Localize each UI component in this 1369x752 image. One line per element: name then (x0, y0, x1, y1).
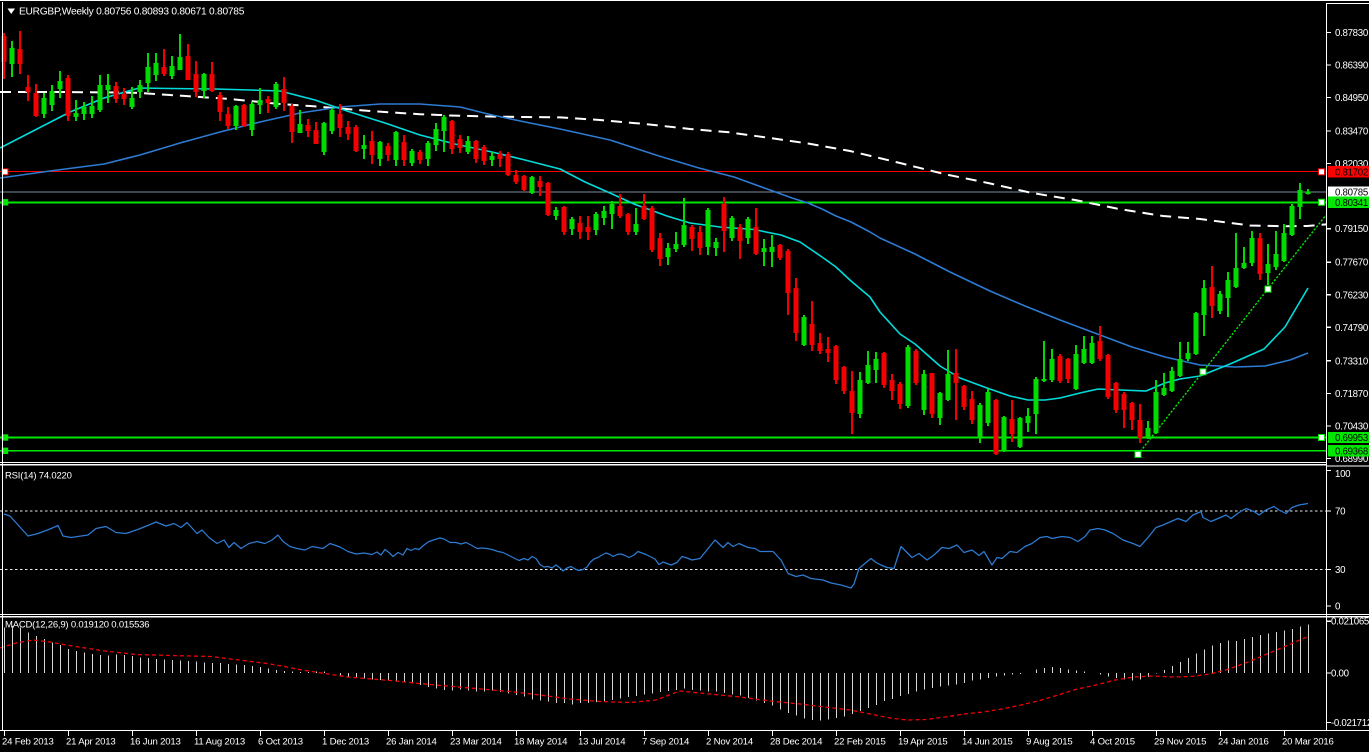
svg-text:13 Jul 2014: 13 Jul 2014 (578, 737, 626, 748)
svg-text:0.87830: 0.87830 (1335, 28, 1369, 39)
svg-text:0.021065: 0.021065 (1331, 617, 1369, 628)
svg-text:0.86390: 0.86390 (1335, 61, 1369, 72)
svg-text:1 Dec 2013: 1 Dec 2013 (322, 737, 369, 748)
svg-text:0.84950: 0.84950 (1335, 93, 1369, 104)
svg-text:0: 0 (1335, 602, 1341, 613)
svg-text:0.83470: 0.83470 (1335, 127, 1369, 138)
svg-text:2 Nov 2014: 2 Nov 2014 (706, 737, 754, 748)
svg-text:0.69953: 0.69953 (1335, 433, 1368, 444)
svg-text:22 Feb 2015: 22 Feb 2015 (834, 737, 886, 748)
svg-text:20 Mar 2016: 20 Mar 2016 (1282, 737, 1334, 748)
svg-text:0.77670: 0.77670 (1335, 258, 1369, 269)
svg-text:0.71870: 0.71870 (1335, 389, 1369, 400)
svg-text:0.81702: 0.81702 (1335, 167, 1368, 178)
svg-text:19 Apr 2015: 19 Apr 2015 (898, 737, 948, 748)
svg-text:0.70430: 0.70430 (1335, 422, 1369, 433)
svg-text:11 Aug 2013: 11 Aug 2013 (194, 737, 245, 748)
svg-text:0.00: 0.00 (1331, 668, 1350, 679)
svg-text:0.68990: 0.68990 (1335, 454, 1369, 465)
svg-text:21 Apr 2013: 21 Apr 2013 (66, 737, 116, 748)
svg-text:4 Oct 2015: 4 Oct 2015 (1090, 737, 1135, 748)
svg-text:EURGBP,Weekly 0.80756 0.80893: EURGBP,Weekly 0.80756 0.80893 0.80671 0.… (19, 7, 245, 18)
svg-text:9 Aug 2015: 9 Aug 2015 (1026, 737, 1073, 748)
svg-text:0.74790: 0.74790 (1335, 323, 1369, 334)
svg-text:30: 30 (1335, 565, 1346, 576)
svg-text:0.76230: 0.76230 (1335, 290, 1369, 301)
svg-text:0.69368: 0.69368 (1335, 446, 1368, 457)
svg-text:23 Mar 2014: 23 Mar 2014 (450, 737, 503, 748)
svg-text:29 Nov 2015: 29 Nov 2015 (1154, 737, 1206, 748)
svg-text:6 Oct 2013: 6 Oct 2013 (258, 737, 303, 748)
svg-text:16 Jun 2013: 16 Jun 2013 (130, 737, 181, 748)
svg-text:0.82030: 0.82030 (1335, 159, 1369, 170)
svg-text:0.80341: 0.80341 (1335, 198, 1368, 209)
svg-text:28 Dec 2014: 28 Dec 2014 (770, 737, 823, 748)
svg-text:24 Jan 2016: 24 Jan 2016 (1218, 737, 1269, 748)
svg-text:-0.021712: -0.021712 (1331, 718, 1369, 729)
svg-text:14 Jun 2015: 14 Jun 2015 (962, 737, 1013, 748)
svg-text:70: 70 (1335, 507, 1346, 518)
svg-text:24 Feb 2013: 24 Feb 2013 (2, 737, 54, 748)
svg-text:0.80785: 0.80785 (1335, 188, 1368, 199)
svg-text:RSI(14) 74.0220: RSI(14) 74.0220 (5, 471, 72, 482)
svg-text:100: 100 (1335, 469, 1351, 480)
svg-text:18 May 2014: 18 May 2014 (514, 737, 568, 748)
svg-text:26 Jan 2014: 26 Jan 2014 (386, 737, 437, 748)
svg-text:0.79150: 0.79150 (1335, 224, 1369, 235)
svg-text:0.73310: 0.73310 (1335, 356, 1369, 367)
svg-text:MACD(12,26,9) 0.019120 0.01553: MACD(12,26,9) 0.019120 0.015536 (5, 620, 149, 631)
svg-text:7 Sep 2014: 7 Sep 2014 (642, 737, 690, 748)
